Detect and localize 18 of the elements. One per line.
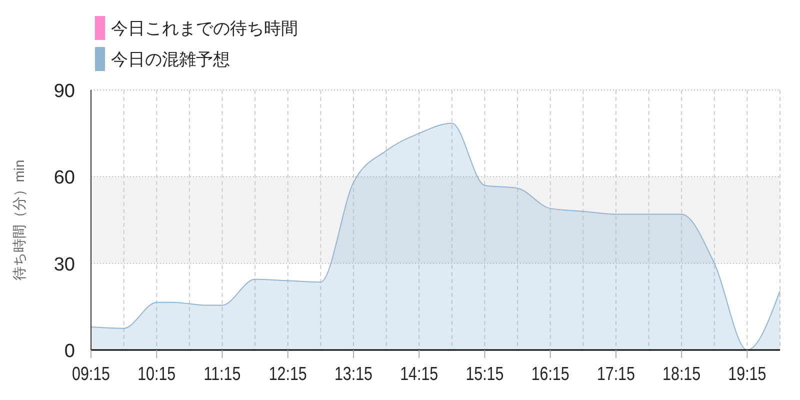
x-tick-label: 14:15 <box>400 362 438 384</box>
x-tick-label: 12:15 <box>268 362 307 384</box>
x-tick-label: 10:15 <box>138 362 176 384</box>
y-tick-label: 60 <box>54 168 75 189</box>
x-tick-label: 13:15 <box>334 362 372 384</box>
x-tick-label: 17:15 <box>596 362 635 384</box>
x-tick-label: 16:15 <box>531 362 570 384</box>
x-tick-label: 19:15 <box>728 362 766 384</box>
x-tick-label: 18:15 <box>662 362 701 384</box>
legend-label: 今日の混雑予想 <box>111 50 230 69</box>
x-tick-label: 11:15 <box>204 362 241 384</box>
y-axis-title: 待ち時間（分）min <box>11 160 27 280</box>
y-tick-label: 30 <box>54 254 75 276</box>
y-tick-label: 90 <box>54 81 75 102</box>
x-tick-label: 15:15 <box>466 362 504 384</box>
legend-label: 今日これまでの待ち時間 <box>111 19 298 38</box>
y-tick-label: 0 <box>64 341 75 362</box>
x-tick-label: 09:15 <box>72 362 110 384</box>
